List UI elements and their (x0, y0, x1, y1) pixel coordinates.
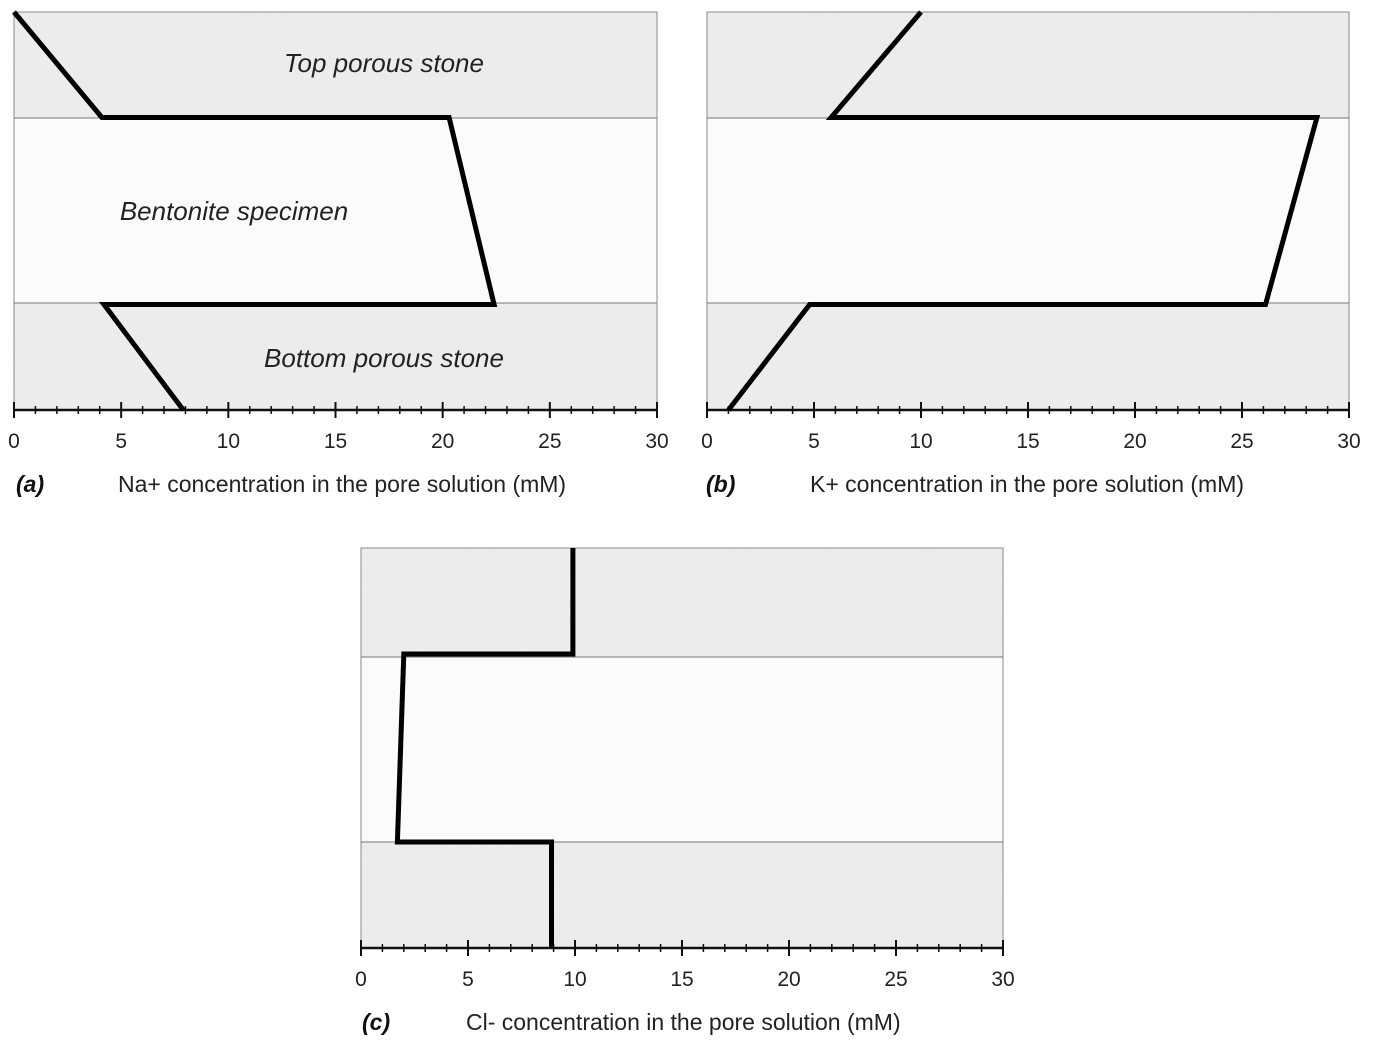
bottom-porous-stone-zone-texture (14, 303, 657, 410)
x-tick-label: 20 (777, 968, 800, 991)
x-tick-label: 10 (217, 430, 240, 453)
top-porous-stone-zone-texture (14, 12, 657, 118)
x-tick-label: 25 (538, 430, 561, 453)
x-tick-label: 20 (1123, 430, 1146, 453)
x-tick-label: 5 (462, 968, 474, 991)
region-label: Top porous stone (284, 48, 484, 78)
x-tick-label: 15 (1016, 430, 1039, 453)
x-axis-title: K+ concentration in the pore solution (m… (810, 471, 1244, 497)
region-label: Bottom porous stone (264, 343, 504, 373)
bentonite-specimen-zone (14, 118, 657, 303)
top-porous-stone-zone-texture (361, 548, 1003, 657)
panel-c: 0 5 10 15 20 25 30 (c) Cl- concentration in the … (355, 547, 1015, 1035)
panel-label: (a) (16, 471, 44, 497)
x-axis-title: Na+ concentration in the pore solution (… (118, 471, 566, 497)
bottom-porous-stone-zone-texture (707, 303, 1349, 410)
x-tick-label: 25 (884, 968, 907, 991)
x-axis-title: Cl- concentration in the pore solution (… (466, 1009, 901, 1035)
x-tick-label: 15 (670, 968, 693, 991)
x-tick-label: 5 (808, 430, 820, 453)
x-tick-label: 30 (1337, 430, 1360, 453)
bentonite-specimen-zone (361, 657, 1003, 842)
x-tick-label: 30 (991, 968, 1014, 991)
x-tick-label: 0 (701, 430, 713, 453)
panel-b: 0 5 10 15 20 25 30 (b) K+ concentration in the p… (701, 10, 1361, 497)
panel-a: 0 5 10 15 20 25 30 (a) Na+ concentration in the … (8, 10, 669, 497)
x-tick-label: 10 (909, 430, 932, 453)
concentration-profile-line (726, 10, 1321, 412)
x-tick-label: 20 (431, 430, 454, 453)
bentonite-specimen-zone (707, 118, 1349, 303)
top-porous-stone-zone-texture (707, 12, 1349, 118)
panel-label: (b) (706, 471, 735, 497)
concentration-profile-line (12, 10, 498, 412)
x-tick-label: 25 (1230, 430, 1253, 453)
x-tick-label: 0 (8, 430, 20, 453)
panel-label: (c) (362, 1009, 390, 1035)
x-tick-label: 15 (324, 430, 347, 453)
x-tick-label: 5 (115, 430, 127, 453)
x-tick-label: 0 (355, 968, 367, 991)
region-label: Bentonite specimen (120, 196, 348, 226)
x-tick-label: 30 (645, 430, 668, 453)
bottom-porous-stone-zone-texture (361, 842, 1003, 948)
concentration-profile-line (394, 548, 576, 948)
x-tick-label: 10 (563, 968, 586, 991)
